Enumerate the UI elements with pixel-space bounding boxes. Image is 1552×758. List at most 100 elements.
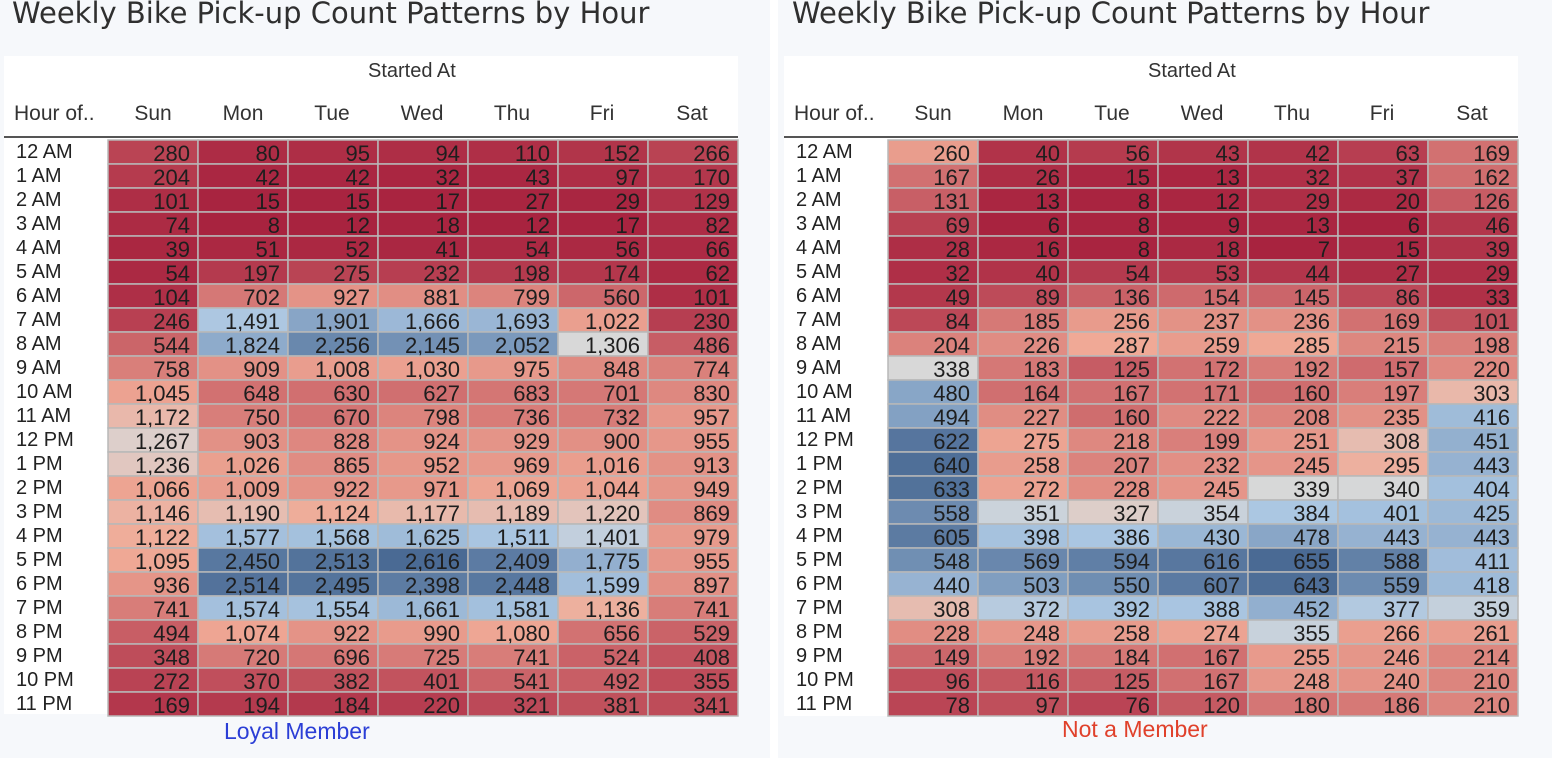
cell-value: 235 xyxy=(1383,405,1420,430)
cell-value: 903 xyxy=(243,429,280,454)
cell-value: 308 xyxy=(933,597,970,622)
cell-value: 2,398 xyxy=(405,573,460,598)
row-label: 8 AM xyxy=(796,333,842,355)
heatmap-cell xyxy=(557,403,649,429)
column-header-thu: Thu xyxy=(1273,102,1311,125)
cell-value: 197 xyxy=(1383,381,1420,406)
heatmap-cell xyxy=(887,235,979,261)
cell-value: 2,256 xyxy=(315,333,370,358)
heatmap-cell xyxy=(1157,139,1249,165)
header-divider xyxy=(4,136,738,138)
heatmap-cell xyxy=(647,211,739,237)
heatmap-cell xyxy=(467,595,559,621)
heatmap-panel-loyal: Weekly Bike Pick-up Count Patterns by Ho… xyxy=(0,0,770,758)
heatmap-area: Started At Hour of.. Sun Mon Tue Wed Thu… xyxy=(784,56,1519,718)
cell-value: 1,136 xyxy=(585,597,640,622)
heatmap-cell xyxy=(287,571,379,597)
cell-value: 9 xyxy=(1228,213,1240,238)
heatmap-cell xyxy=(557,451,649,477)
cell-value: 29 xyxy=(1486,261,1510,286)
cell-value: 955 xyxy=(693,429,730,454)
cell-value: 486 xyxy=(693,333,730,358)
cell-value: 17 xyxy=(616,213,640,238)
cell-value: 1,069 xyxy=(495,477,550,502)
row-label: 11 AM xyxy=(796,405,852,427)
cell-value: 382 xyxy=(333,669,370,694)
cell-value: 210 xyxy=(1473,669,1510,694)
row-label: 12 AM xyxy=(16,141,73,163)
cell-value: 425 xyxy=(1473,501,1510,526)
heatmap-cell xyxy=(887,139,979,165)
heatmap-cell xyxy=(467,643,559,669)
heatmap-cell xyxy=(1427,499,1519,525)
cell-value: 8 xyxy=(1138,213,1150,238)
cell-value: 215 xyxy=(1383,333,1420,358)
cell-value: 971 xyxy=(423,477,460,502)
heatmap-cell xyxy=(1427,667,1519,693)
heatmap-cell xyxy=(977,427,1069,453)
heatmap-cell xyxy=(1427,643,1519,669)
cell-value: 104 xyxy=(153,285,190,310)
heatmap-cell xyxy=(557,571,649,597)
heatmap-cell xyxy=(467,427,559,453)
heatmap-cell xyxy=(377,619,469,645)
cell-value: 670 xyxy=(333,405,370,430)
row-label: 9 PM xyxy=(796,645,843,667)
heatmap-cell xyxy=(1067,379,1159,405)
heatmap-cell xyxy=(467,691,559,717)
cell-value: 214 xyxy=(1473,645,1510,670)
heatmap-cell xyxy=(977,595,1069,621)
heatmap-cell xyxy=(1427,427,1519,453)
heatmap-cell xyxy=(197,451,289,477)
row-label: 3 AM xyxy=(796,213,842,235)
cell-value: 798 xyxy=(423,405,460,430)
heatmap-cell xyxy=(107,667,199,693)
cell-value: 7 xyxy=(1318,237,1330,262)
heatmap-cell xyxy=(107,643,199,669)
row-label: 5 AM xyxy=(16,261,62,283)
cell-value: 430 xyxy=(1203,525,1240,550)
cell-value: 82 xyxy=(706,213,730,238)
cell-value: 969 xyxy=(513,453,550,478)
cell-value: 157 xyxy=(1383,357,1420,382)
cell-value: 416 xyxy=(1473,405,1510,430)
heatmap-cell xyxy=(977,499,1069,525)
cell-value: 125 xyxy=(1113,669,1150,694)
heatmap-cell xyxy=(647,235,739,261)
cell-value: 167 xyxy=(933,165,970,190)
heatmap-cell xyxy=(887,475,979,501)
cell-value: 1,554 xyxy=(315,597,370,622)
cell-value: 2,409 xyxy=(495,549,550,574)
cell-value: 401 xyxy=(423,669,460,694)
cell-value: 97 xyxy=(616,165,640,190)
row-label: 6 AM xyxy=(16,285,62,307)
row-label: 8 PM xyxy=(16,621,63,643)
cell-value: 145 xyxy=(1293,285,1330,310)
cell-value: 1,599 xyxy=(585,573,640,598)
heatmap-cell xyxy=(377,211,469,237)
cell-value: 750 xyxy=(243,405,280,430)
cell-value: 174 xyxy=(603,261,640,286)
heatmap-cell xyxy=(467,283,559,309)
cell-value: 39 xyxy=(1486,237,1510,262)
cell-value: 261 xyxy=(1473,621,1510,646)
cell-value: 199 xyxy=(1203,429,1240,454)
heatmap-cell xyxy=(197,355,289,381)
cell-value: 388 xyxy=(1203,597,1240,622)
cell-value: 2,450 xyxy=(225,549,280,574)
cell-value: 979 xyxy=(693,525,730,550)
column-header-sat: Sat xyxy=(676,102,708,125)
row-label: 3 PM xyxy=(16,501,63,523)
cell-value: 1,146 xyxy=(135,501,190,526)
cell-value: 275 xyxy=(1023,429,1060,454)
cell-value: 2,052 xyxy=(495,333,550,358)
cell-value: 569 xyxy=(1023,549,1060,574)
cell-value: 210 xyxy=(1473,693,1510,718)
heatmap-cell xyxy=(1067,331,1159,357)
heatmap-cell xyxy=(287,499,379,525)
cell-value: 1,045 xyxy=(135,381,190,406)
row-label: 1 AM xyxy=(16,165,62,187)
heatmap-cell xyxy=(647,379,739,405)
cell-value: 54 xyxy=(526,237,550,262)
cell-value: 222 xyxy=(1203,405,1240,430)
